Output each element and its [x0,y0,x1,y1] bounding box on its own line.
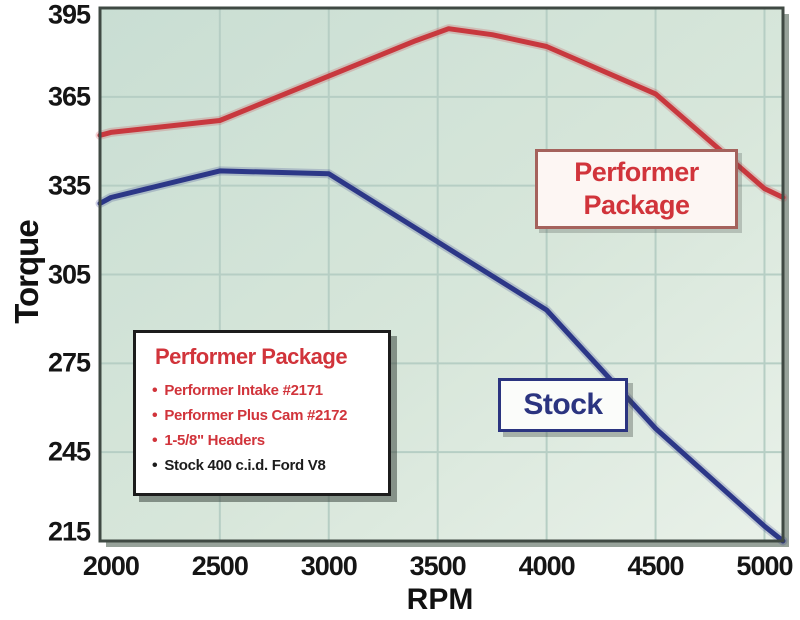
plot-border [98,6,785,543]
performer-package-callout: Performer Package [535,149,738,229]
legend-item: • 1-5/8" Headers [152,428,378,453]
y-tick-label: 335 [47,170,91,201]
y-tick-label: 275 [47,347,91,378]
bullet-icon: • [152,432,158,449]
y-tick-label: 305 [47,259,91,289]
y-tick-label: 215 [47,516,91,547]
legend-item-text: Performer Intake #2171 [164,382,323,399]
legend-item: • Performer Plus Cam #2172 [152,403,378,428]
plot-area [95,6,789,547]
y-tick-label: 365 [47,81,91,112]
y-tick-label: 245 [47,436,91,467]
x-tick-label: 3000 [300,551,358,581]
legend-item-text: Performer Plus Cam #2172 [164,407,348,424]
x-tick-label: 2500 [191,551,249,581]
legend-title: Performer Package [155,344,348,369]
bullet-icon: • [152,407,158,424]
legend-item: • Stock 400 c.i.d. Ford V8 [152,453,378,478]
stock-line [97,168,786,544]
legend-item: • Performer Intake #2171 [152,378,378,403]
x-tick-label: 2000 [82,551,140,581]
bullet-icon: • [152,457,158,474]
legend-item-text: 1-5/8" Headers [164,432,265,449]
y-tick-label: 395 [47,0,91,30]
bullet-icon: • [152,382,158,399]
x-tick-label: 3500 [409,551,467,581]
x-tick-label: 4500 [627,551,685,581]
x-tick-label: 5000 [736,551,793,581]
x-axis-title: RPM [406,583,474,616]
performer-callout-line1: Performer [574,157,699,187]
performer-package-line [97,26,786,200]
stock-callout: Stock [498,378,628,432]
x-tick-label: 4000 [518,551,576,581]
legend-item-text: Stock 400 c.i.d. Ford V8 [164,457,326,474]
legend-box: Performer Package • Performer Intake #217… [133,330,391,496]
performer-callout-line2: Package [583,190,690,220]
